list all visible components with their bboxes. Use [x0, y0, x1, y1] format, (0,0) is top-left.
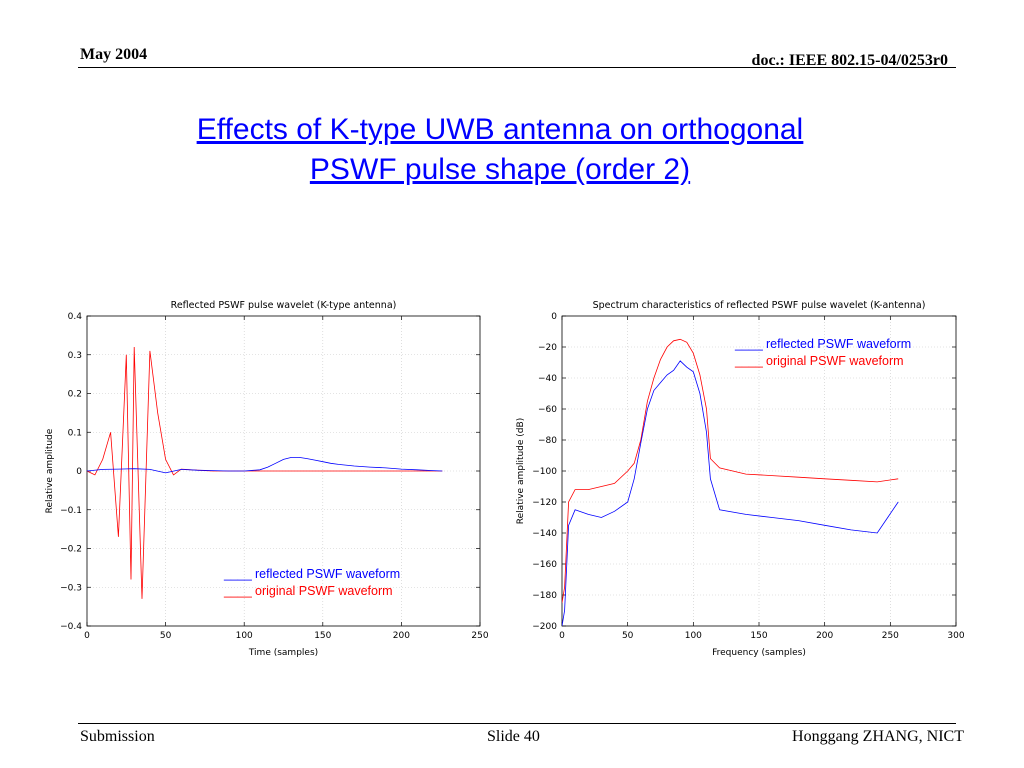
chart-title: Reflected PSWF pulse wavelet (K-type ant… [171, 300, 397, 311]
series-line-reflected [562, 360, 899, 626]
chart-1: 0 50 100 150 200 250 0.4 0.3 0.2 0.1 0 −0.1 −0.2 −0.3… [45, 300, 489, 658]
slide-title-line2: PSWF pulse shape (order 2) [309, 153, 691, 186]
y-tick-label: 0.1 [68, 428, 82, 438]
x-tick-label: 200 [393, 631, 410, 641]
slide-title: Effects of K-type UWB antenna on orthogo… [0, 110, 1000, 190]
x-tick-label: 200 [816, 631, 833, 641]
header-rule [78, 67, 956, 68]
y-axis-label: Relative amplitude (dB) [516, 418, 526, 524]
x-tick-label: 0 [559, 631, 565, 641]
y-tick-label: 0.4 [68, 312, 83, 322]
footer-author: Honggang ZHANG, NICT [792, 728, 964, 745]
y-tick-label: −120 [532, 498, 557, 508]
x-tick-label: 150 [750, 631, 767, 641]
series-line-original [562, 338, 899, 603]
x-axis-label: Frequency (samples) [712, 648, 806, 658]
y-tick-label: −100 [532, 467, 557, 477]
series-line-reflected [87, 456, 443, 474]
x-tick-label: 0 [84, 631, 90, 641]
legend-marker: ____ [223, 584, 253, 598]
y-tick-label: −200 [532, 622, 557, 632]
legend-marker: ____ [734, 354, 764, 368]
x-tick-label: 100 [685, 631, 702, 641]
y-tick-label: −40 [538, 374, 557, 384]
chart-title: Spectrum characteristics of reflected PS… [593, 300, 926, 311]
y-tick-label: −180 [532, 591, 557, 601]
legend-marker: ____ [734, 337, 764, 351]
legend-label: reflected PSWF waveform [255, 567, 400, 581]
x-tick-label: 100 [236, 631, 253, 641]
legend-marker: ____ [223, 567, 253, 581]
footer-rule [78, 723, 956, 724]
slide-title-line1: Effects of K-type UWB antenna on orthogo… [196, 113, 804, 146]
y-tick-label: −160 [532, 560, 557, 570]
x-tick-label: 150 [314, 631, 331, 641]
legend-label: reflected PSWF waveform [766, 337, 911, 351]
y-tick-label: −80 [538, 436, 557, 446]
y-tick-label: −0.3 [60, 583, 82, 593]
x-axis-label: Time (samples) [248, 648, 318, 658]
footer-submission: Submission [80, 728, 155, 745]
y-tick-label: −60 [538, 405, 557, 415]
legend-label: original PSWF waveform [766, 354, 904, 368]
y-tick-label: −0.2 [60, 545, 82, 555]
y-tick-label: −0.4 [60, 622, 82, 632]
x-tick-label: 250 [882, 631, 899, 641]
x-tick-label: 50 [160, 631, 172, 641]
y-tick-label: 0 [76, 467, 82, 477]
header-doc-id: doc.: IEEE 802.15-04/0253r0 [751, 52, 948, 69]
y-tick-label: 0.3 [68, 351, 82, 361]
x-tick-label: 300 [947, 631, 964, 641]
y-tick-label: −140 [532, 529, 557, 539]
y-tick-label: 0.2 [68, 390, 82, 400]
legend-label: original PSWF waveform [255, 584, 393, 598]
y-tick-label: −20 [538, 343, 557, 353]
y-tick-label: −0.1 [60, 506, 82, 516]
x-tick-label: 50 [622, 631, 634, 641]
x-tick-label: 250 [471, 631, 488, 641]
chart-2: 0 50 100 150 200 250 300 0 −20 −40 −60 −80 −100 −120 −… [516, 300, 965, 658]
y-axis-label: Relative amplitude [45, 428, 55, 513]
footer-slide-number: Slide 40 [487, 728, 540, 745]
header-date: May 2004 [80, 46, 148, 63]
y-tick-label: 0 [551, 312, 557, 322]
